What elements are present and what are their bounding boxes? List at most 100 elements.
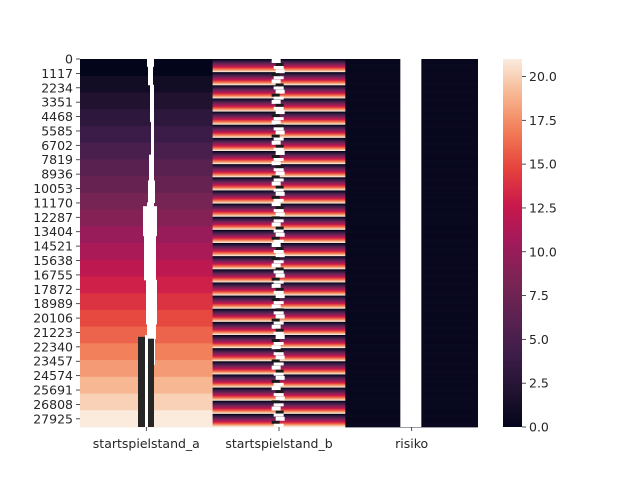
y-tick-label: 8936	[41, 167, 73, 182]
missing-value-mark	[273, 393, 284, 397]
missing-value-stripe	[143, 206, 157, 237]
y-tick-label: 26808	[33, 397, 73, 412]
missing-value-mark	[275, 396, 285, 401]
heatmap-cell	[80, 192, 214, 211]
missing-value-mark	[273, 137, 284, 141]
y-tick-label: 10053	[33, 181, 73, 196]
dark-mark	[275, 410, 284, 414]
missing-value-mark	[271, 243, 281, 247]
x-tick-label: risiko	[395, 436, 428, 451]
missing-value-stripe	[150, 84, 154, 123]
y-tick-label: 17872	[33, 282, 73, 297]
heatmap-cell	[80, 159, 214, 177]
missing-value-mark	[275, 375, 285, 380]
missing-value-mark	[271, 161, 281, 166]
y-tick-label: 15638	[33, 253, 73, 268]
missing-value-stripe	[147, 59, 154, 67]
missing-value-mark	[271, 406, 281, 411]
y-tick-label: 1117	[41, 66, 73, 81]
missing-value-mark	[273, 86, 284, 90]
missing-value-mark	[273, 158, 284, 161]
heatmap-cell	[80, 59, 214, 77]
y-tick-label: 24574	[33, 368, 73, 383]
heatmap-cell	[212, 426, 346, 428]
x-axis-ticks: startspielstand_a startspielstand_b risiko	[93, 427, 428, 451]
dark-mark	[275, 267, 284, 271]
missing-value-mark	[273, 352, 284, 356]
dark-mark	[271, 359, 280, 363]
y-tick-label: 13404	[33, 224, 73, 239]
y-tick-label: 5585	[41, 123, 73, 138]
missing-value-mark	[271, 99, 281, 104]
dark-mark	[271, 114, 280, 118]
colorbar-tick-label: 15.0	[529, 157, 557, 172]
heatmap-cell	[80, 125, 214, 144]
missing-value-mark	[271, 140, 281, 145]
dark-mark	[271, 379, 280, 383]
dark-mark	[275, 287, 284, 291]
missing-value-mark	[273, 76, 284, 80]
missing-value-stripe	[146, 279, 157, 325]
missing-value-mark	[273, 106, 284, 110]
y-tick-label: 4468	[41, 109, 73, 124]
dark-mark	[271, 236, 280, 240]
missing-value-mark	[275, 335, 285, 339]
heatmap-cell	[212, 150, 346, 152]
dark-mark	[275, 124, 284, 128]
dark-mark	[275, 83, 284, 87]
y-tick-label: 20106	[33, 311, 73, 326]
missing-value-mark	[271, 181, 281, 186]
missing-value-stripe	[145, 335, 148, 427]
dark-mark	[271, 277, 280, 281]
heatmap-cell	[212, 68, 346, 70]
missing-value-mark	[275, 294, 285, 299]
dark-stripe	[138, 336, 145, 427]
dark-stripe	[148, 338, 154, 427]
x-tick-label: startspielstand_a	[93, 436, 200, 451]
dark-mark	[271, 134, 280, 138]
y-axis-ticks: 0111722343351446855856702781989361005311…	[33, 52, 80, 426]
y-tick-label: 7819	[41, 152, 73, 167]
missing-value-mark	[273, 362, 284, 366]
heatmap-cell	[212, 416, 346, 418]
y-tick-label: 25691	[33, 383, 73, 398]
missing-value-mark	[271, 386, 281, 391]
x-tick-label: startspielstand_b	[225, 436, 332, 451]
colorbar-gradient	[503, 59, 522, 427]
y-tick-label: 18989	[33, 296, 73, 311]
dark-mark	[271, 339, 280, 342]
missing-value-mark	[273, 311, 284, 315]
missing-value-stripe	[147, 202, 154, 207]
y-tick-label: 27925	[33, 411, 73, 426]
missing-value-mark	[275, 69, 285, 74]
heatmap-cell	[212, 242, 346, 244]
y-tick-label: 23457	[33, 354, 73, 369]
missing-value-mark	[275, 171, 285, 176]
colorbar-tick-label: 0.0	[529, 420, 549, 435]
missing-value-mark	[271, 345, 281, 350]
colorbar-tick-label: 5.0	[529, 332, 549, 347]
colorbar-ticks: 0.0 2.5 5.0 7.5 10.0 12.5 15.0 17.5 20.0	[522, 69, 557, 435]
heatmap-overlays	[138, 59, 422, 427]
y-tick-label: 21223	[33, 325, 73, 340]
missing-value-mark	[273, 413, 284, 417]
dark-mark	[271, 400, 280, 404]
missing-value-mark	[275, 130, 285, 135]
missing-value-mark	[271, 324, 281, 329]
missing-value-mark	[273, 301, 284, 305]
missing-value-stripe	[148, 66, 153, 86]
missing-value-mark	[273, 290, 284, 294]
heatmap-cell	[212, 232, 346, 234]
heatmap-cell	[212, 140, 346, 142]
missing-value-mark	[275, 314, 285, 319]
missing-value-stripe	[144, 235, 156, 281]
heatmap-cell	[80, 109, 214, 127]
dark-mark	[275, 144, 284, 148]
dark-mark	[271, 216, 280, 220]
missing-value-mark	[275, 191, 285, 196]
missing-value-mark	[273, 403, 284, 407]
missing-value-mark	[273, 188, 284, 192]
dark-mark	[271, 298, 280, 302]
dark-mark	[271, 175, 280, 179]
colorbar-tick-label: 17.5	[529, 113, 557, 128]
